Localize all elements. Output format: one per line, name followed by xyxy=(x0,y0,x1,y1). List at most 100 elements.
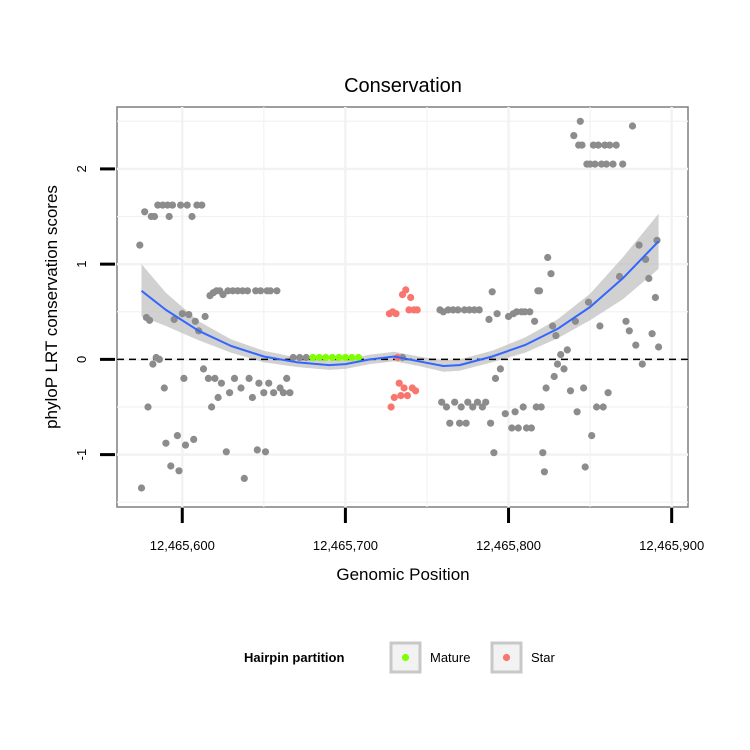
data-point-other xyxy=(566,387,575,395)
data-point-other xyxy=(632,341,640,349)
legend-title: Hairpin partition xyxy=(244,650,344,665)
data-point-other xyxy=(266,287,274,295)
data-point-star xyxy=(392,310,400,318)
data-point-other xyxy=(511,408,519,416)
data-point-other xyxy=(570,132,578,140)
data-point-other xyxy=(549,322,557,330)
data-point-other xyxy=(550,372,558,381)
data-point-other xyxy=(170,315,178,323)
data-point-other xyxy=(514,424,522,432)
x-tick-label: 12,465,800 xyxy=(476,538,541,553)
data-point-other xyxy=(622,317,630,325)
data-point-other xyxy=(519,403,527,411)
data-point-other xyxy=(237,384,245,392)
data-point-star xyxy=(403,392,411,400)
series-star xyxy=(385,286,421,411)
data-point-other xyxy=(526,308,534,316)
data-point-other xyxy=(571,317,580,325)
data-point-other xyxy=(160,384,168,392)
data-point-other xyxy=(557,351,565,359)
data-point-other xyxy=(165,212,173,221)
data-point-other xyxy=(245,374,253,382)
data-point-other xyxy=(279,389,287,397)
data-point-other xyxy=(606,141,614,149)
data-point-other xyxy=(619,160,627,168)
data-point-other xyxy=(573,408,581,416)
data-point-other xyxy=(137,484,146,492)
x-tick-label: 12,465,900 xyxy=(639,538,704,553)
data-point-mature xyxy=(335,353,343,362)
data-point-other xyxy=(469,403,477,411)
data-point-other xyxy=(635,241,643,249)
data-point-other xyxy=(150,212,159,221)
y-axis-title: phyloP LRT conservation scores xyxy=(42,185,61,429)
data-point-other xyxy=(604,389,612,397)
data-point-other xyxy=(475,306,483,314)
data-point-other xyxy=(531,317,539,325)
data-point-other xyxy=(219,291,227,299)
data-point-other xyxy=(296,353,304,362)
smooth-line-layer xyxy=(140,240,660,367)
legend-marker-star xyxy=(502,653,511,662)
x-tick-label: 12,465,600 xyxy=(150,538,215,553)
data-point-other xyxy=(457,403,465,411)
data-point-other xyxy=(588,432,596,440)
data-point-other xyxy=(544,253,552,262)
data-point-other xyxy=(180,374,188,382)
data-point-other xyxy=(593,403,601,411)
data-point-other xyxy=(462,419,470,427)
data-point-other xyxy=(446,419,454,427)
data-point-mature xyxy=(315,353,323,362)
data-point-other xyxy=(539,449,547,457)
data-point-other xyxy=(454,306,462,314)
data-point-other xyxy=(487,419,495,427)
data-point-other xyxy=(302,353,310,362)
legend-marker-mature xyxy=(401,653,410,662)
data-point-star xyxy=(397,392,405,400)
legend-item-star: Star xyxy=(490,641,556,674)
y-tick-label: 2 xyxy=(74,165,89,172)
data-point-other xyxy=(501,410,509,418)
data-point-other xyxy=(286,389,294,397)
data-point-other xyxy=(178,310,186,318)
data-point-other xyxy=(211,374,219,382)
data-point-other xyxy=(482,398,490,406)
data-point-other xyxy=(260,389,268,397)
data-point-star xyxy=(387,403,395,411)
legend: Hairpin partition Mature Star xyxy=(244,641,556,674)
data-point-other xyxy=(146,316,154,324)
data-point-other xyxy=(612,141,620,149)
data-point-other xyxy=(563,346,571,354)
data-point-other xyxy=(490,449,498,457)
data-point-other xyxy=(645,274,653,282)
data-point-other xyxy=(438,398,446,406)
data-point-other xyxy=(442,403,451,411)
data-point-other xyxy=(255,379,263,387)
y-tick-label: -1 xyxy=(74,449,89,461)
x-tick-label: 12,465,700 xyxy=(313,538,378,553)
data-point-star xyxy=(413,306,421,314)
data-point-other xyxy=(648,330,656,338)
data-point-other xyxy=(493,310,501,318)
data-point-mature xyxy=(348,353,356,362)
data-point-other xyxy=(473,398,482,406)
data-point-other xyxy=(628,122,637,130)
data-point-other xyxy=(552,332,560,340)
data-point-other xyxy=(289,353,297,362)
data-point-other xyxy=(578,141,586,149)
data-point-other xyxy=(591,160,599,168)
data-point-other xyxy=(201,312,209,321)
data-point-other xyxy=(248,393,256,402)
data-point-mature xyxy=(354,353,363,362)
data-point-other xyxy=(141,208,149,216)
data-point-other xyxy=(609,160,617,168)
data-point-star xyxy=(390,393,398,402)
data-point-other xyxy=(599,403,607,411)
data-point-other xyxy=(261,448,270,456)
data-point-other xyxy=(508,424,516,432)
data-point-other xyxy=(602,160,611,168)
data-point-other xyxy=(240,474,248,482)
data-point-mature xyxy=(341,353,349,362)
y-tick-label: 1 xyxy=(74,260,89,267)
data-point-star xyxy=(412,387,420,395)
